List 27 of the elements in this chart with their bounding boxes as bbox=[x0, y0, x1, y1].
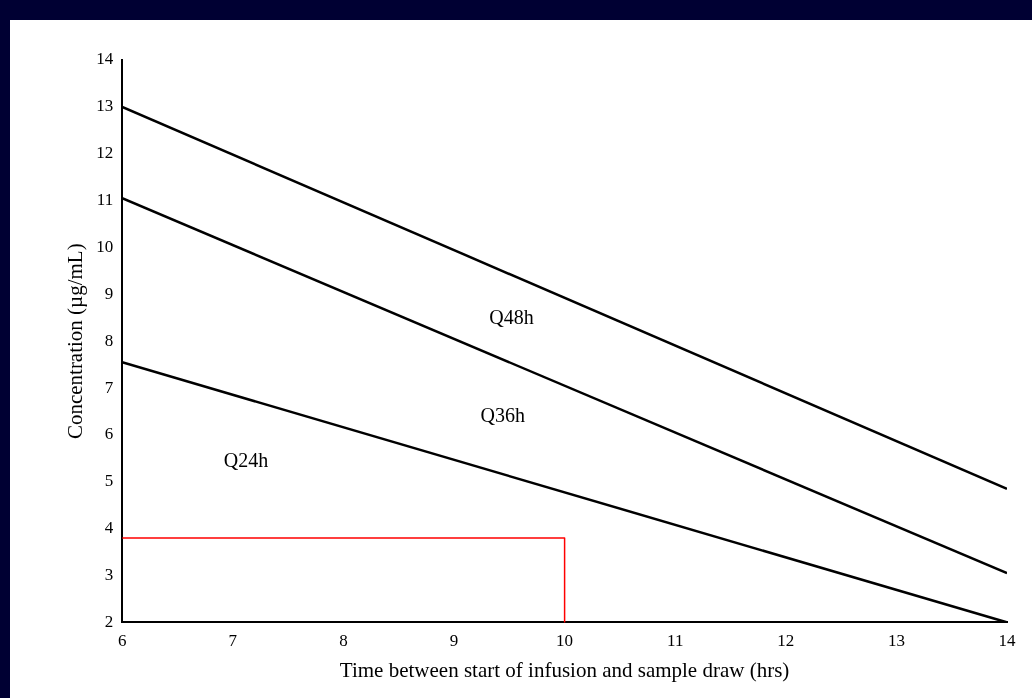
y-axis-title: Concentration (µg/mL) bbox=[63, 243, 88, 440]
y-tick-label: 7 bbox=[104, 377, 114, 397]
y-tick-label: 12 bbox=[96, 143, 114, 163]
y-tick-label: 11 bbox=[96, 190, 114, 210]
x-axis-title: Time between start of infusion and sample draw (hrs) bbox=[339, 657, 790, 682]
x-tick-label: 9 bbox=[449, 631, 459, 651]
annotation: Q24h bbox=[223, 448, 269, 471]
x-tick-label: 10 bbox=[556, 631, 574, 651]
y-tick-label: 4 bbox=[104, 518, 114, 538]
y-tick-label: 5 bbox=[104, 471, 114, 491]
x-tick-label: 13 bbox=[887, 631, 905, 651]
y-tick-label: 2 bbox=[104, 611, 114, 631]
y-tick-label: 14 bbox=[96, 49, 114, 69]
annotation: Q36h bbox=[480, 404, 525, 427]
x-tick-label: 11 bbox=[667, 631, 684, 651]
x-tick-label: 12 bbox=[777, 631, 795, 651]
x-tick-label: 6 bbox=[117, 631, 127, 651]
y-tick-label: 9 bbox=[104, 283, 114, 303]
annotation: Q48h bbox=[489, 306, 534, 329]
x-tick-label: 7 bbox=[228, 631, 238, 651]
y-tick-label: 10 bbox=[96, 236, 114, 256]
y-tick-label: 6 bbox=[104, 424, 114, 444]
y-tick-label: 3 bbox=[104, 565, 114, 584]
x-tick-label: 8 bbox=[339, 631, 348, 651]
x-tick-label: 14 bbox=[998, 631, 1016, 651]
y-tick-label: 8 bbox=[104, 330, 114, 350]
y-tick-label: 13 bbox=[96, 96, 114, 116]
